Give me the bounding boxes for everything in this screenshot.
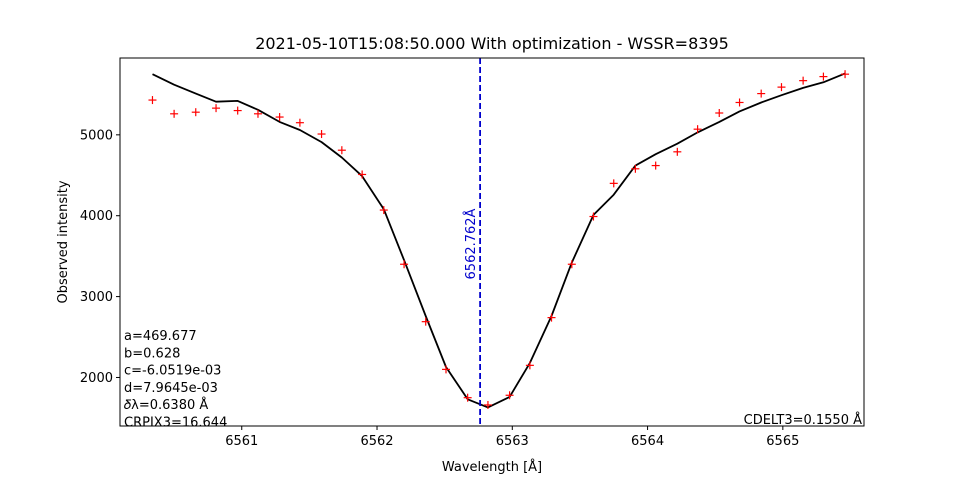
fit-parameter: a=469.677 (124, 329, 197, 344)
observed-point (463, 393, 472, 402)
observed-point (609, 179, 618, 188)
fit-parameter: b=0.628 (124, 346, 180, 361)
y-axis: 2000 3000 4000 5000 (80, 128, 120, 386)
observed-point (841, 70, 850, 79)
plot-area (120, 58, 864, 426)
fit-parameters: a=469.677 b=0.628 c=-6.0519e-03 d=7.9645e-0… (124, 329, 227, 431)
observed-point (525, 361, 534, 370)
y-tick-label: 4000 (80, 209, 113, 224)
observed-point (777, 83, 786, 92)
cdelt3-annotation: CDELT3=0.1550 Å (744, 412, 862, 428)
observed-point (295, 118, 304, 127)
plot-frame (119, 57, 865, 427)
fit-line (152, 72, 846, 409)
observed-point (212, 104, 221, 113)
observed-point (483, 400, 492, 409)
observed-point (651, 161, 660, 170)
x-axis: 6561 6562 6563 6564 6565 (225, 426, 799, 449)
observed-point (505, 391, 514, 400)
fit-parameter: 𝛿λ=0.6380 Å (124, 397, 208, 413)
y-tick-label: 3000 (80, 290, 113, 305)
fit-parameter: CRPIX3=16.644 (124, 416, 227, 431)
observed-point (191, 108, 200, 117)
x-axis-label: Wavelength [Å] (442, 459, 542, 475)
observed-point (317, 130, 326, 139)
y-axis-label: Observed intensity (56, 180, 71, 303)
y-tick-label: 5000 (80, 128, 113, 143)
chart-title: 2021-05-10T15:08:50.000 With optimizatio… (255, 34, 729, 53)
observed-point (735, 98, 744, 107)
observed-point (379, 206, 388, 215)
observed-point (547, 313, 556, 322)
observed-point (631, 164, 640, 173)
observed-point (442, 365, 451, 374)
observed-point (567, 260, 576, 269)
chart-marks: 6562.762Å (148, 58, 850, 426)
observed-point (673, 147, 682, 156)
observed-point (421, 317, 430, 326)
x-tick-label: 6564 (631, 434, 664, 449)
observed-point (337, 146, 346, 155)
x-tick-label: 6561 (225, 434, 258, 449)
fit-parameter: d=7.9645e-03 (124, 381, 218, 396)
observed-point (358, 170, 367, 179)
observed-point (693, 125, 702, 134)
observed-point (253, 109, 262, 118)
fit-parameter: c=-6.0519e-03 (124, 364, 221, 379)
observed-point (715, 108, 724, 117)
x-tick-label: 6562 (360, 434, 393, 449)
observed-point (170, 109, 179, 118)
observed-point (233, 106, 242, 115)
observed-point (757, 89, 766, 98)
observed-point (799, 76, 808, 85)
x-tick-label: 6565 (766, 434, 799, 449)
observed-point (589, 212, 598, 221)
observed-point (400, 260, 409, 269)
observed-point (819, 72, 828, 81)
x-tick-label: 6563 (496, 434, 529, 449)
observed-point (275, 113, 284, 122)
line-center-label: 6562.762Å (463, 208, 479, 279)
observed-point (148, 96, 157, 105)
y-tick-label: 2000 (80, 371, 113, 386)
